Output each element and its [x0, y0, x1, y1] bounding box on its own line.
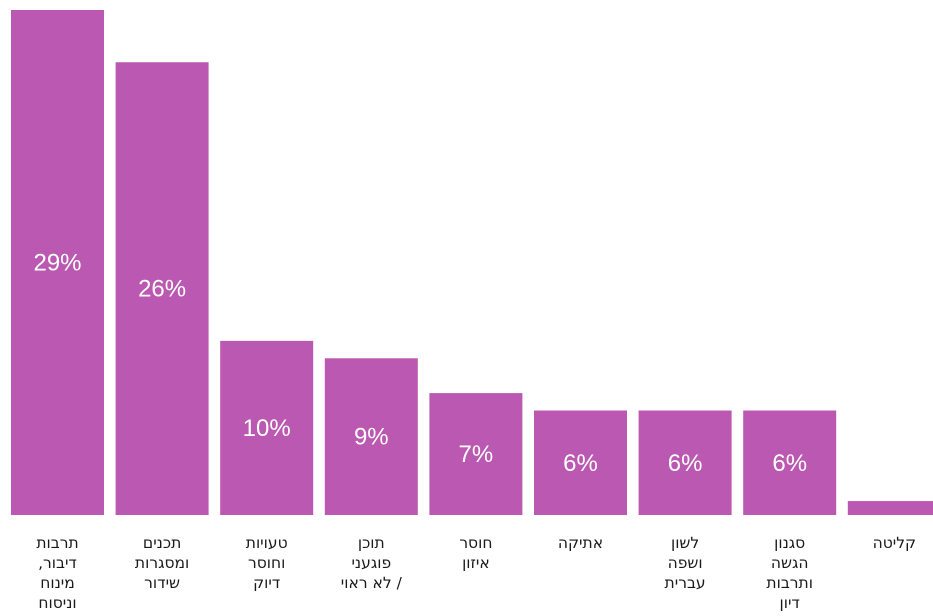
bar-7 [638, 410, 732, 515]
category-label-6-line-1: אתיקה [558, 534, 603, 552]
bars-group: 29% 26% 10% 9% 7% 6% 6% 6% [11, 10, 933, 515]
bar-1 [11, 10, 104, 515]
category-label-2-line-2: ומסגרות [135, 554, 189, 572]
bar-5 [429, 393, 523, 515]
bar-value-label-2: 26% [138, 276, 186, 303]
bar-value-label-6: 6% [563, 450, 598, 477]
category-label-3-line-3: דיוק [253, 574, 280, 592]
category-label-1-line-1: תרבות [36, 534, 78, 552]
category-label-8-line-4: דיון [780, 594, 800, 612]
category-label-8-line-3: ותרבות [766, 574, 813, 592]
category-label-3-line-2: וחוסר [248, 554, 285, 572]
category-label-1-line-2: דיבור, [38, 554, 77, 572]
bar-value-label-7: 6% [668, 450, 703, 477]
bar-8 [743, 410, 837, 515]
category-label-7-line-2: ושפה [668, 554, 703, 572]
category-label-7-line-1: לשון [671, 534, 699, 552]
category-label-5-line-2: איזון [462, 554, 490, 572]
bar-value-label-3: 10% [243, 415, 291, 442]
category-label-2-line-3: שידור [144, 574, 180, 592]
bar-value-label-5: 7% [459, 441, 494, 468]
category-label-4-line-2: פוגעני [351, 554, 391, 572]
bar-9 [847, 501, 933, 515]
category-label-8-line-2: הגשה [771, 554, 809, 572]
category-label-4-line-1: תוכן [358, 534, 385, 552]
bar-value-label-8: 6% [772, 450, 807, 477]
category-label-8-line-1: סגנון [774, 534, 805, 552]
bar-2 [115, 62, 209, 515]
category-label-7-line-3: עברית [665, 574, 706, 592]
category-label-5-line-1: חוסר [459, 534, 492, 552]
category-label-2-line-1: תכנים [143, 534, 181, 552]
category-label-1-line-4: וניסוח [38, 594, 76, 612]
category-label-4-line-3: / לא ראוי [341, 574, 403, 592]
category-labels-group: תרבות דיבור, מינוח וניסוח תכנים ומסגרות שידור ט… [36, 534, 916, 612]
bar-6 [534, 410, 627, 515]
category-label-3-line-1: טעויות [246, 534, 288, 552]
bar-value-label-1: 29% [33, 250, 81, 277]
bar-value-label-4: 9% [354, 424, 389, 451]
bar-3 [220, 340, 314, 515]
bar-4 [324, 358, 418, 515]
category-label-9-line-1: קליטה [873, 534, 916, 552]
category-label-1-line-3: מינוח [40, 574, 75, 592]
